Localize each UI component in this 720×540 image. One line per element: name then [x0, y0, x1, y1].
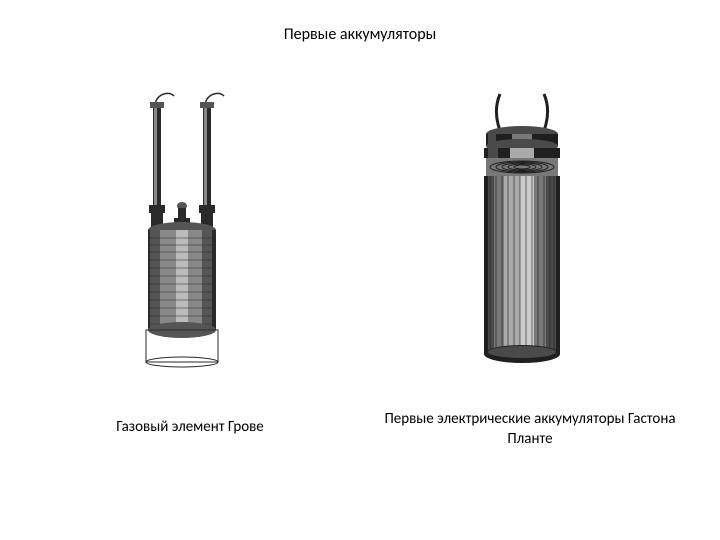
figure-grove-cell	[120, 90, 260, 370]
caption-plante: Первые электрические аккумуляторы Гастон…	[380, 410, 680, 449]
page-title: Первые аккумуляторы	[0, 25, 720, 44]
grove-cell-illustration	[120, 90, 260, 370]
caption-grove: Газовый элемент Грове	[60, 418, 320, 436]
plante-battery-illustration	[462, 90, 582, 370]
figure-plante-battery	[462, 90, 582, 370]
